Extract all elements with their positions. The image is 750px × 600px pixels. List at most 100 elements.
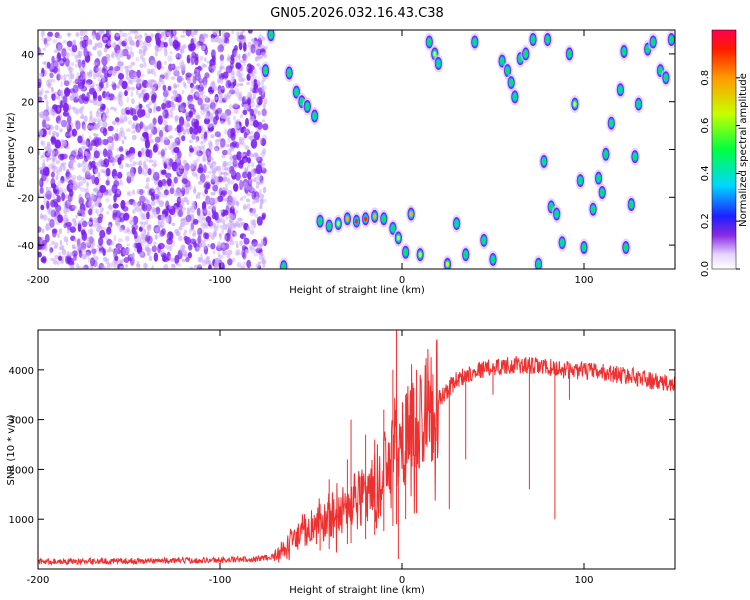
noise-speck bbox=[241, 171, 248, 179]
noise-speck bbox=[174, 93, 179, 98]
noise-speck bbox=[252, 207, 257, 215]
noise-speck bbox=[182, 44, 187, 49]
noise-speck bbox=[185, 257, 190, 263]
noise-speck bbox=[214, 147, 219, 152]
noise-speck bbox=[149, 214, 154, 219]
noise-speck bbox=[87, 125, 91, 129]
noise-speck bbox=[182, 30, 185, 34]
noise-speck bbox=[212, 204, 217, 211]
noise-speck bbox=[120, 114, 124, 121]
noise-speck bbox=[112, 158, 117, 163]
noise-speck bbox=[58, 45, 63, 51]
noise-speck bbox=[41, 88, 44, 94]
noise-speck bbox=[124, 235, 130, 242]
noise-speck bbox=[57, 255, 63, 261]
noise-speck bbox=[89, 115, 93, 120]
noise-speck bbox=[126, 86, 131, 91]
noise-speck bbox=[192, 172, 198, 177]
noise-speck bbox=[55, 42, 63, 51]
noise-speck bbox=[163, 189, 169, 196]
noise-speck bbox=[250, 135, 254, 140]
noise-speck bbox=[41, 37, 46, 41]
noise-speck bbox=[241, 30, 245, 34]
noise-speck bbox=[113, 249, 119, 255]
noise-speck bbox=[99, 168, 105, 173]
noise-speck bbox=[255, 263, 261, 269]
noise-speck bbox=[38, 129, 44, 136]
noise-speck bbox=[40, 30, 45, 38]
noise-speck bbox=[52, 158, 55, 163]
noise-speck bbox=[210, 37, 216, 43]
noise-speck bbox=[63, 80, 70, 87]
noise-speck bbox=[219, 54, 225, 62]
noise-speck bbox=[259, 205, 263, 209]
noise-speck bbox=[145, 167, 148, 174]
signal-blob bbox=[538, 152, 549, 171]
noise-speck bbox=[130, 173, 135, 179]
noise-speck bbox=[146, 230, 150, 237]
noise-speck bbox=[49, 72, 54, 79]
signal-blob bbox=[626, 195, 637, 214]
noise-speck bbox=[93, 150, 100, 159]
noise-speck bbox=[199, 90, 205, 96]
y-tick-label: 3000 bbox=[9, 416, 34, 427]
noise-speck bbox=[82, 177, 87, 184]
noise-speck bbox=[138, 226, 143, 232]
noise-speck bbox=[56, 169, 60, 177]
noise-speck bbox=[233, 115, 236, 121]
noise-speck bbox=[153, 171, 160, 181]
noise-speck bbox=[101, 76, 106, 83]
noise-speck bbox=[112, 203, 119, 209]
noise-speck bbox=[202, 191, 206, 198]
noise-speck bbox=[257, 173, 263, 181]
noise-speck bbox=[126, 171, 132, 178]
noise-speck bbox=[159, 249, 165, 255]
noise-speck bbox=[184, 83, 187, 89]
noise-speck bbox=[141, 78, 144, 83]
noise-speck bbox=[210, 99, 215, 103]
noise-speck bbox=[85, 171, 91, 178]
noise-speck bbox=[125, 68, 130, 73]
noise-speck bbox=[227, 249, 233, 255]
noise-speck bbox=[165, 200, 170, 210]
noise-speck bbox=[165, 88, 169, 93]
noise-speck bbox=[120, 220, 124, 224]
noise-speck bbox=[176, 84, 180, 88]
noise-speck bbox=[126, 230, 132, 235]
noise-speck bbox=[106, 262, 110, 269]
noise-speck bbox=[224, 183, 229, 188]
noise-speck bbox=[240, 153, 246, 157]
noise-speck bbox=[61, 153, 68, 160]
noise-speck bbox=[221, 36, 225, 43]
noise-speck bbox=[114, 255, 119, 261]
noise-speck bbox=[107, 70, 113, 75]
noise-speck bbox=[254, 56, 258, 62]
noise-speck bbox=[133, 77, 137, 83]
noise-speck bbox=[170, 95, 176, 102]
noise-speck bbox=[137, 201, 142, 207]
noise-speck bbox=[92, 132, 96, 136]
noise-speck bbox=[156, 189, 161, 196]
signal-blob bbox=[351, 212, 362, 231]
noise-speck bbox=[76, 175, 83, 181]
noise-speck bbox=[89, 69, 93, 76]
noise-speck bbox=[192, 126, 199, 135]
noise-speck bbox=[139, 91, 145, 98]
noise-speck bbox=[188, 110, 193, 118]
signal-blob bbox=[324, 216, 335, 235]
spectrogram-x-label: Height of straight line (km) bbox=[289, 285, 425, 296]
noise-speck bbox=[255, 184, 260, 189]
spectrogram-y-label: Frequency (Hz) bbox=[6, 112, 17, 188]
noise-speck bbox=[138, 103, 143, 110]
noise-speck bbox=[227, 258, 233, 266]
noise-speck bbox=[102, 256, 108, 262]
noise-speck bbox=[194, 162, 197, 167]
noise-speck bbox=[144, 158, 149, 163]
noise-speck bbox=[223, 37, 230, 44]
noise-speck bbox=[97, 78, 101, 82]
noise-speck bbox=[77, 265, 82, 269]
noise-speck bbox=[124, 90, 128, 97]
noise-speck bbox=[58, 98, 62, 104]
noise-speck bbox=[81, 59, 86, 68]
noise-speck bbox=[79, 115, 84, 119]
